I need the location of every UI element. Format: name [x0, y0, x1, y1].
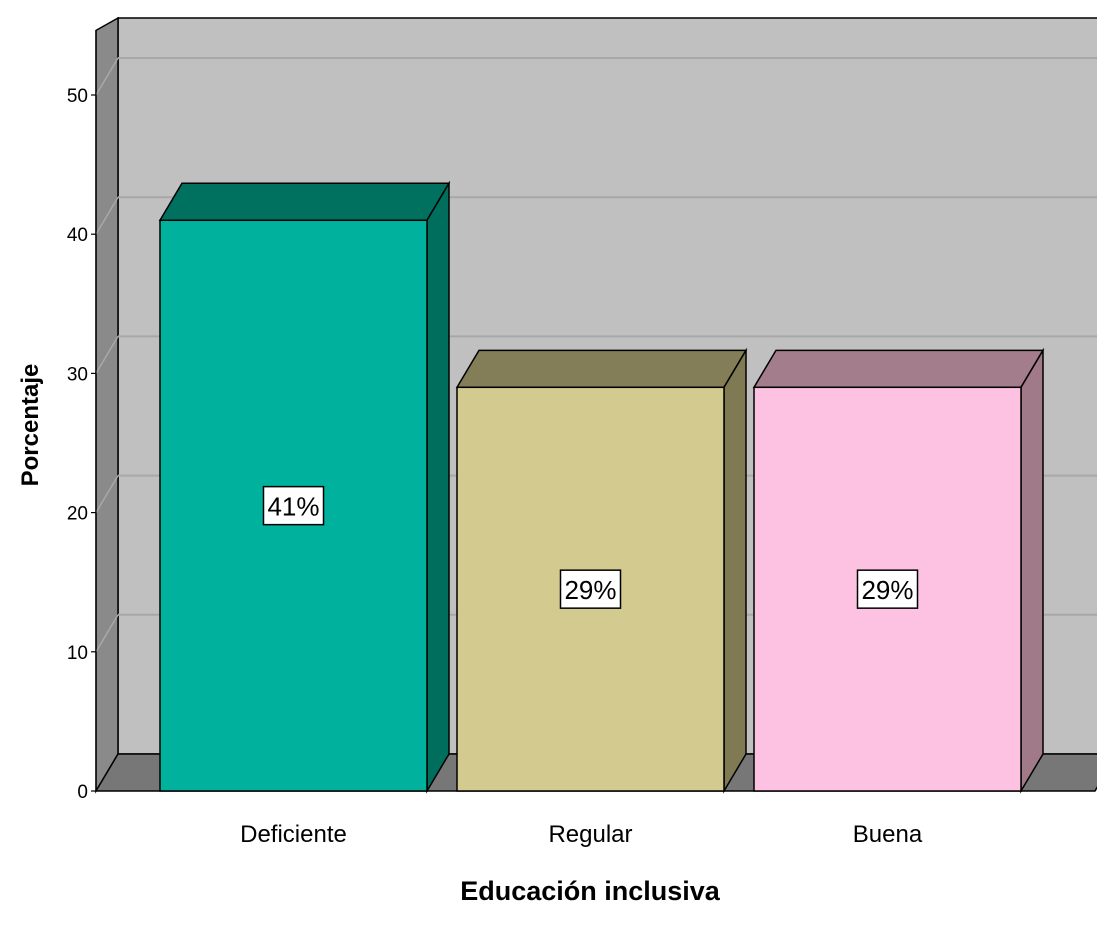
gridline-side	[95, 196, 119, 235]
x-tick-label: Buena	[853, 821, 923, 848]
gridline-side	[95, 475, 119, 513]
y-tick-label: 0	[77, 782, 88, 803]
bars	[158, 180, 1045, 794]
bar-side-face	[426, 180, 450, 794]
bar-side-face	[723, 347, 747, 794]
x-axis: Deficiente Regular Buena	[240, 821, 923, 848]
bar-top-face	[455, 349, 748, 389]
bar-top-face	[158, 182, 451, 222]
gridline-side	[95, 336, 119, 374]
bar-top-face	[752, 349, 1045, 389]
y-axis: 0 10 20 30 40 50	[67, 30, 97, 803]
y-tick-label: 50	[67, 86, 88, 107]
y-tick-label: 20	[67, 504, 88, 525]
data-label: 29%	[564, 575, 616, 605]
data-label: 29%	[861, 575, 913, 605]
side-wall	[95, 16, 119, 794]
data-label-box	[559, 569, 622, 609]
x-tick-label: Deficiente	[240, 821, 347, 848]
data-label-box	[262, 485, 325, 526]
y-tick-label: 40	[67, 225, 88, 246]
data-labels: 41% 29% 29%	[262, 485, 919, 609]
x-axis-title: Educación inclusiva	[460, 876, 721, 906]
gridline-side	[95, 57, 119, 96]
gridline-side	[95, 614, 119, 653]
x-tick-label: Regular	[548, 821, 632, 848]
y-axis-title: Porcentaje	[17, 364, 44, 487]
bar-side-face	[1020, 347, 1044, 794]
y-tick-label: 30	[67, 364, 88, 385]
y-tick-label: 10	[67, 643, 88, 664]
data-label: 41%	[267, 492, 319, 522]
data-label-box	[856, 569, 919, 609]
